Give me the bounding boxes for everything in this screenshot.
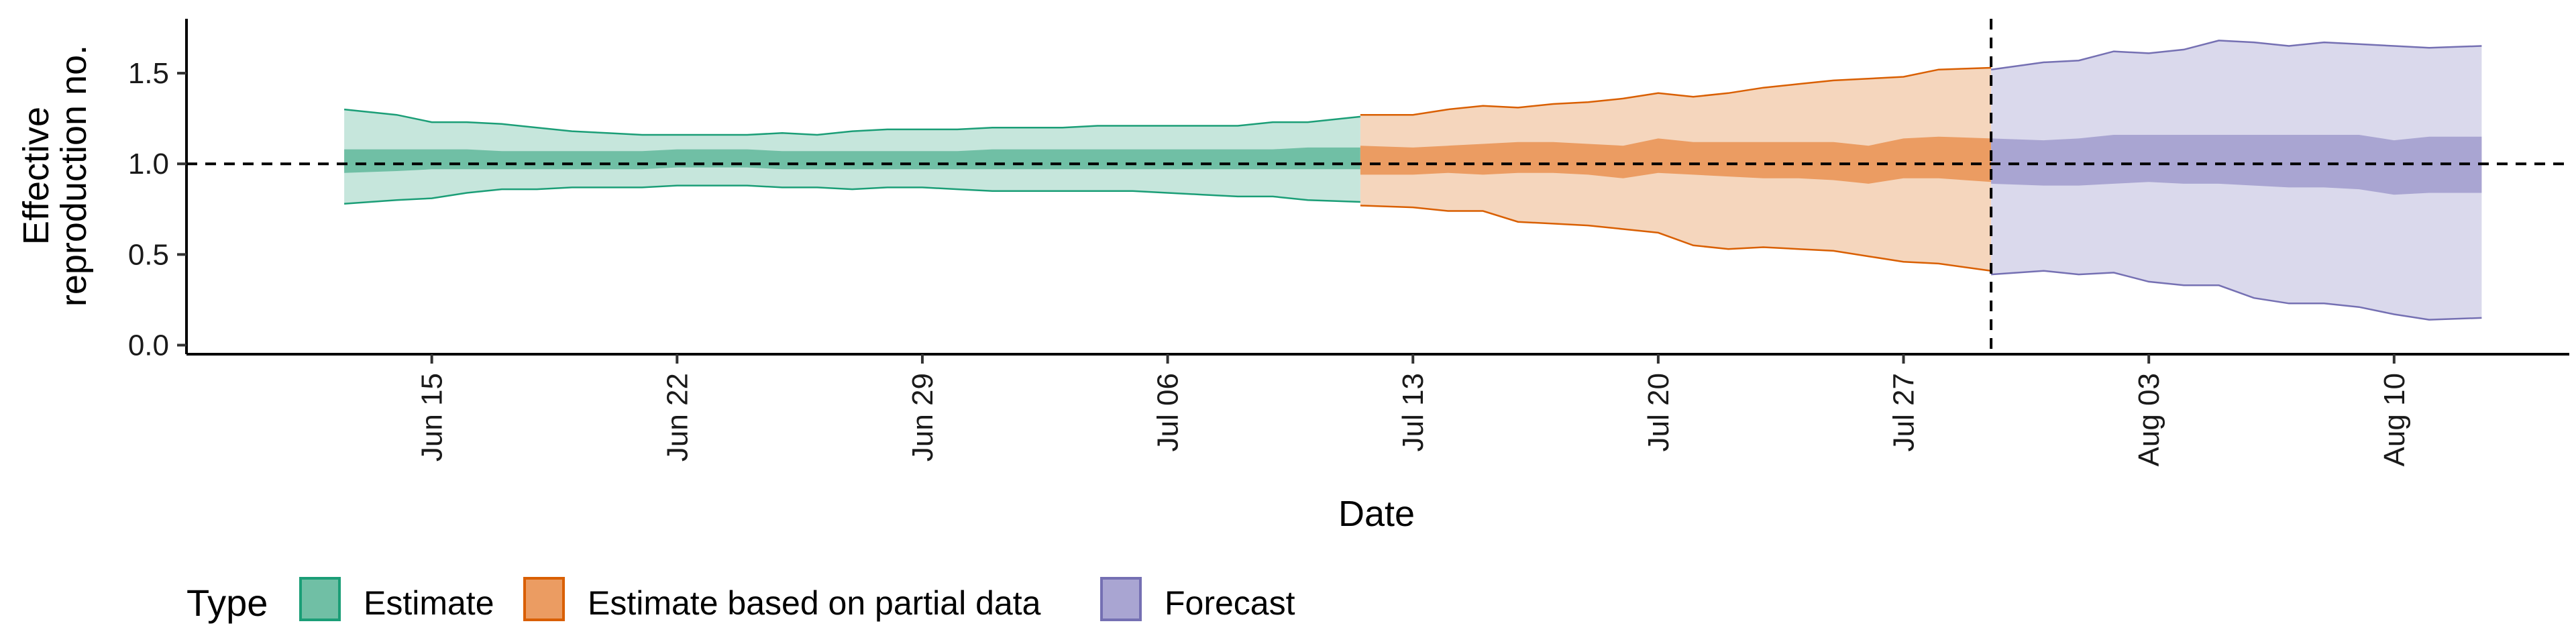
uncertainty-bands — [343, 40, 2482, 321]
legend: Type Estimate Estimate based on partial d… — [186, 577, 1295, 624]
y-axis-title-line-2: reproduction no. — [54, 45, 94, 307]
reference-lines — [186, 19, 2569, 354]
y-axis-ticks: 0.0 0.5 1.0 1.5 — [128, 57, 186, 362]
estimate-based-on-partial-data-lower-line — [1360, 205, 1992, 272]
x-tick-label: Aug 03 — [2133, 373, 2165, 466]
x-tick-label: Jul 06 — [1152, 373, 1185, 451]
legend-item-forecast: Forecast — [1100, 577, 1295, 622]
x-axis-title: Date — [1338, 494, 1415, 534]
x-tick-label: Jul 27 — [1888, 373, 1921, 451]
y-tick-label: 0.5 — [128, 238, 169, 271]
x-tick-label: Jul 20 — [1642, 373, 1675, 451]
y-tick-label: 1.0 — [128, 148, 169, 180]
axes — [185, 19, 2569, 356]
forecast-lower-line — [1991, 270, 2482, 321]
x-tick-label: Jun 22 — [661, 373, 694, 462]
legend-label: Estimate based on partial data — [588, 584, 1041, 622]
x-tick-label: Jul 13 — [1397, 373, 1430, 451]
legend-label: Estimate — [364, 584, 494, 622]
legend-key-estimate — [299, 577, 341, 621]
estimate-upper-line — [343, 108, 1361, 136]
y-axis-title-line-1: Effective — [16, 107, 56, 245]
y-axis-title: Effective reproduction no. — [16, 45, 94, 307]
legend-key-forecast — [1100, 577, 1142, 621]
legend-item-estimate: Estimate — [299, 577, 494, 622]
x-tick-label: Jun 15 — [416, 373, 449, 462]
legend-item-estimate-based-on-partial-data: Estimate based on partial data — [523, 577, 1041, 622]
legend-title: Type — [186, 582, 268, 624]
x-tick-label: Aug 10 — [2378, 373, 2411, 466]
x-tick-label: Jun 29 — [906, 373, 939, 462]
y-tick-label: 1.5 — [128, 57, 169, 90]
estimate-based-on-partial-data-band-50 — [1360, 136, 1992, 184]
estimate-based-on-partial-data-upper-line — [1360, 66, 1992, 116]
y-tick-label: 0.0 — [128, 329, 169, 362]
forecast-upper-line — [1990, 40, 2482, 70]
legend-key-estimate-based-on-partial-data — [523, 577, 565, 621]
legend-label: Forecast — [1165, 584, 1295, 622]
estimate-band-50 — [344, 147, 1360, 173]
estimate-lower-line — [344, 184, 1360, 205]
x-axis-ticks: Jun 15 Jun 22 Jun 29 Jul 06 Jul 13 Jul 20 Jul … — [416, 354, 2411, 466]
